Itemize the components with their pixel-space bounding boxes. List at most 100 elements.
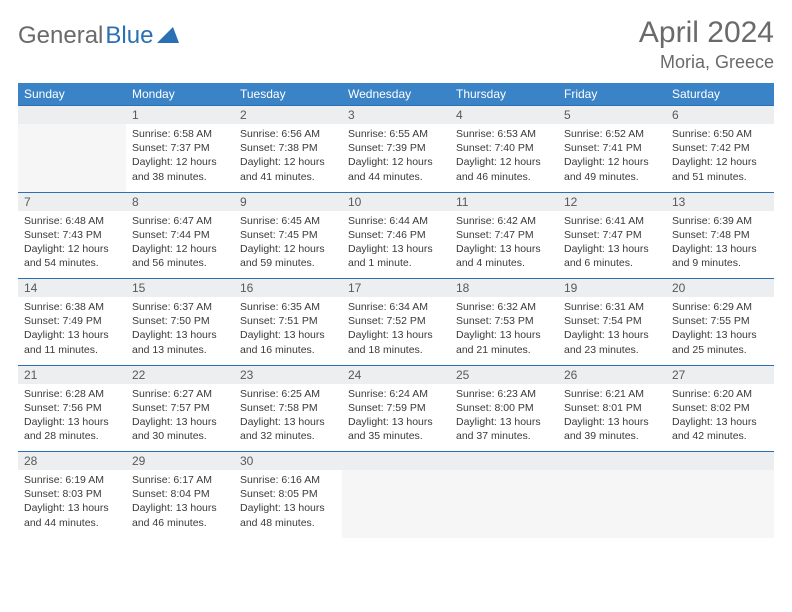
day-content-cell: Sunrise: 6:58 AMSunset: 7:37 PMDaylight:… xyxy=(126,124,234,192)
day-content-cell: Sunrise: 6:39 AMSunset: 7:48 PMDaylight:… xyxy=(666,211,774,279)
day-content-cell: Sunrise: 6:20 AMSunset: 8:02 PMDaylight:… xyxy=(666,384,774,452)
daylight-text: Daylight: 13 hours and 46 minutes. xyxy=(132,501,228,529)
sunrise-text: Sunrise: 6:58 AM xyxy=(132,127,228,141)
day-number-row: 21222324252627 xyxy=(18,365,774,384)
day-content-cell: Sunrise: 6:37 AMSunset: 7:50 PMDaylight:… xyxy=(126,297,234,365)
sunset-text: Sunset: 7:48 PM xyxy=(672,228,768,242)
day-number-cell: 25 xyxy=(450,365,558,384)
sunset-text: Sunset: 7:40 PM xyxy=(456,141,552,155)
day-content-cell xyxy=(342,470,450,538)
day-number-cell: 23 xyxy=(234,365,342,384)
day-number-cell: 6 xyxy=(666,106,774,125)
sunset-text: Sunset: 7:55 PM xyxy=(672,314,768,328)
day-content-cell xyxy=(558,470,666,538)
sunset-text: Sunset: 7:45 PM xyxy=(240,228,336,242)
day-content-cell: Sunrise: 6:29 AMSunset: 7:55 PMDaylight:… xyxy=(666,297,774,365)
sunset-text: Sunset: 8:00 PM xyxy=(456,401,552,415)
sunrise-text: Sunrise: 6:47 AM xyxy=(132,214,228,228)
sunrise-text: Sunrise: 6:52 AM xyxy=(564,127,660,141)
weekday-header: Thursday xyxy=(450,83,558,106)
daylight-text: Daylight: 12 hours and 51 minutes. xyxy=(672,155,768,183)
sunrise-text: Sunrise: 6:20 AM xyxy=(672,387,768,401)
day-number-row: 123456 xyxy=(18,106,774,125)
day-number-cell: 7 xyxy=(18,192,126,211)
day-number-cell: 15 xyxy=(126,279,234,298)
day-content-cell: Sunrise: 6:24 AMSunset: 7:59 PMDaylight:… xyxy=(342,384,450,452)
sunset-text: Sunset: 7:44 PM xyxy=(132,228,228,242)
sunset-text: Sunset: 7:56 PM xyxy=(24,401,120,415)
sunset-text: Sunset: 7:43 PM xyxy=(24,228,120,242)
day-number-cell: 4 xyxy=(450,106,558,125)
calendar-page: GeneralBlue April 2024 Moria, Greece Sun… xyxy=(0,0,792,554)
sunrise-text: Sunrise: 6:37 AM xyxy=(132,300,228,314)
day-content-cell: Sunrise: 6:34 AMSunset: 7:52 PMDaylight:… xyxy=(342,297,450,365)
day-content-cell: Sunrise: 6:56 AMSunset: 7:38 PMDaylight:… xyxy=(234,124,342,192)
day-number-cell xyxy=(342,452,450,471)
day-content-cell: Sunrise: 6:25 AMSunset: 7:58 PMDaylight:… xyxy=(234,384,342,452)
daylight-text: Daylight: 13 hours and 4 minutes. xyxy=(456,242,552,270)
daylight-text: Daylight: 12 hours and 38 minutes. xyxy=(132,155,228,183)
day-number-cell: 27 xyxy=(666,365,774,384)
sunset-text: Sunset: 7:38 PM xyxy=(240,141,336,155)
day-content-cell: Sunrise: 6:50 AMSunset: 7:42 PMDaylight:… xyxy=(666,124,774,192)
sunrise-text: Sunrise: 6:44 AM xyxy=(348,214,444,228)
day-content-cell: Sunrise: 6:32 AMSunset: 7:53 PMDaylight:… xyxy=(450,297,558,365)
daylight-text: Daylight: 13 hours and 48 minutes. xyxy=(240,501,336,529)
sunset-text: Sunset: 7:54 PM xyxy=(564,314,660,328)
title-block: April 2024 Moria, Greece xyxy=(639,16,774,73)
day-number-cell: 8 xyxy=(126,192,234,211)
sunset-text: Sunset: 8:01 PM xyxy=(564,401,660,415)
day-number-row: 14151617181920 xyxy=(18,279,774,298)
sunrise-text: Sunrise: 6:56 AM xyxy=(240,127,336,141)
sunrise-text: Sunrise: 6:25 AM xyxy=(240,387,336,401)
day-number-cell: 13 xyxy=(666,192,774,211)
location: Moria, Greece xyxy=(639,52,774,73)
day-number-cell: 9 xyxy=(234,192,342,211)
sunset-text: Sunset: 8:02 PM xyxy=(672,401,768,415)
day-number-cell: 10 xyxy=(342,192,450,211)
day-number-cell: 2 xyxy=(234,106,342,125)
day-number-cell xyxy=(450,452,558,471)
day-number-cell: 17 xyxy=(342,279,450,298)
sunrise-text: Sunrise: 6:28 AM xyxy=(24,387,120,401)
sunset-text: Sunset: 7:47 PM xyxy=(564,228,660,242)
daylight-text: Daylight: 12 hours and 49 minutes. xyxy=(564,155,660,183)
day-content-cell: Sunrise: 6:55 AMSunset: 7:39 PMDaylight:… xyxy=(342,124,450,192)
header: GeneralBlue April 2024 Moria, Greece xyxy=(18,16,774,73)
day-content-cell xyxy=(450,470,558,538)
day-content-cell: Sunrise: 6:52 AMSunset: 7:41 PMDaylight:… xyxy=(558,124,666,192)
day-number-cell: 1 xyxy=(126,106,234,125)
sunrise-text: Sunrise: 6:53 AM xyxy=(456,127,552,141)
day-content-cell: Sunrise: 6:27 AMSunset: 7:57 PMDaylight:… xyxy=(126,384,234,452)
weekday-header: Sunday xyxy=(18,83,126,106)
sunrise-text: Sunrise: 6:48 AM xyxy=(24,214,120,228)
day-content-row: Sunrise: 6:19 AMSunset: 8:03 PMDaylight:… xyxy=(18,470,774,538)
day-content-cell: Sunrise: 6:35 AMSunset: 7:51 PMDaylight:… xyxy=(234,297,342,365)
weekday-header: Saturday xyxy=(666,83,774,106)
daylight-text: Daylight: 13 hours and 25 minutes. xyxy=(672,328,768,356)
day-content-cell: Sunrise: 6:21 AMSunset: 8:01 PMDaylight:… xyxy=(558,384,666,452)
daylight-text: Daylight: 13 hours and 44 minutes. xyxy=(24,501,120,529)
daylight-text: Daylight: 13 hours and 9 minutes. xyxy=(672,242,768,270)
sunset-text: Sunset: 7:47 PM xyxy=(456,228,552,242)
sunset-text: Sunset: 7:46 PM xyxy=(348,228,444,242)
daylight-text: Daylight: 13 hours and 35 minutes. xyxy=(348,415,444,443)
day-number-cell xyxy=(666,452,774,471)
sunset-text: Sunset: 7:42 PM xyxy=(672,141,768,155)
weekday-header: Monday xyxy=(126,83,234,106)
day-number-cell: 16 xyxy=(234,279,342,298)
sunrise-text: Sunrise: 6:19 AM xyxy=(24,473,120,487)
daylight-text: Daylight: 13 hours and 6 minutes. xyxy=(564,242,660,270)
sunrise-text: Sunrise: 6:34 AM xyxy=(348,300,444,314)
day-number-cell xyxy=(18,106,126,125)
day-content-cell: Sunrise: 6:47 AMSunset: 7:44 PMDaylight:… xyxy=(126,211,234,279)
day-number-cell: 30 xyxy=(234,452,342,471)
sunset-text: Sunset: 7:58 PM xyxy=(240,401,336,415)
daylight-text: Daylight: 13 hours and 23 minutes. xyxy=(564,328,660,356)
daylight-text: Daylight: 13 hours and 18 minutes. xyxy=(348,328,444,356)
day-content-cell: Sunrise: 6:31 AMSunset: 7:54 PMDaylight:… xyxy=(558,297,666,365)
daylight-text: Daylight: 13 hours and 42 minutes. xyxy=(672,415,768,443)
sunset-text: Sunset: 7:52 PM xyxy=(348,314,444,328)
sunrise-text: Sunrise: 6:29 AM xyxy=(672,300,768,314)
sunset-text: Sunset: 7:51 PM xyxy=(240,314,336,328)
